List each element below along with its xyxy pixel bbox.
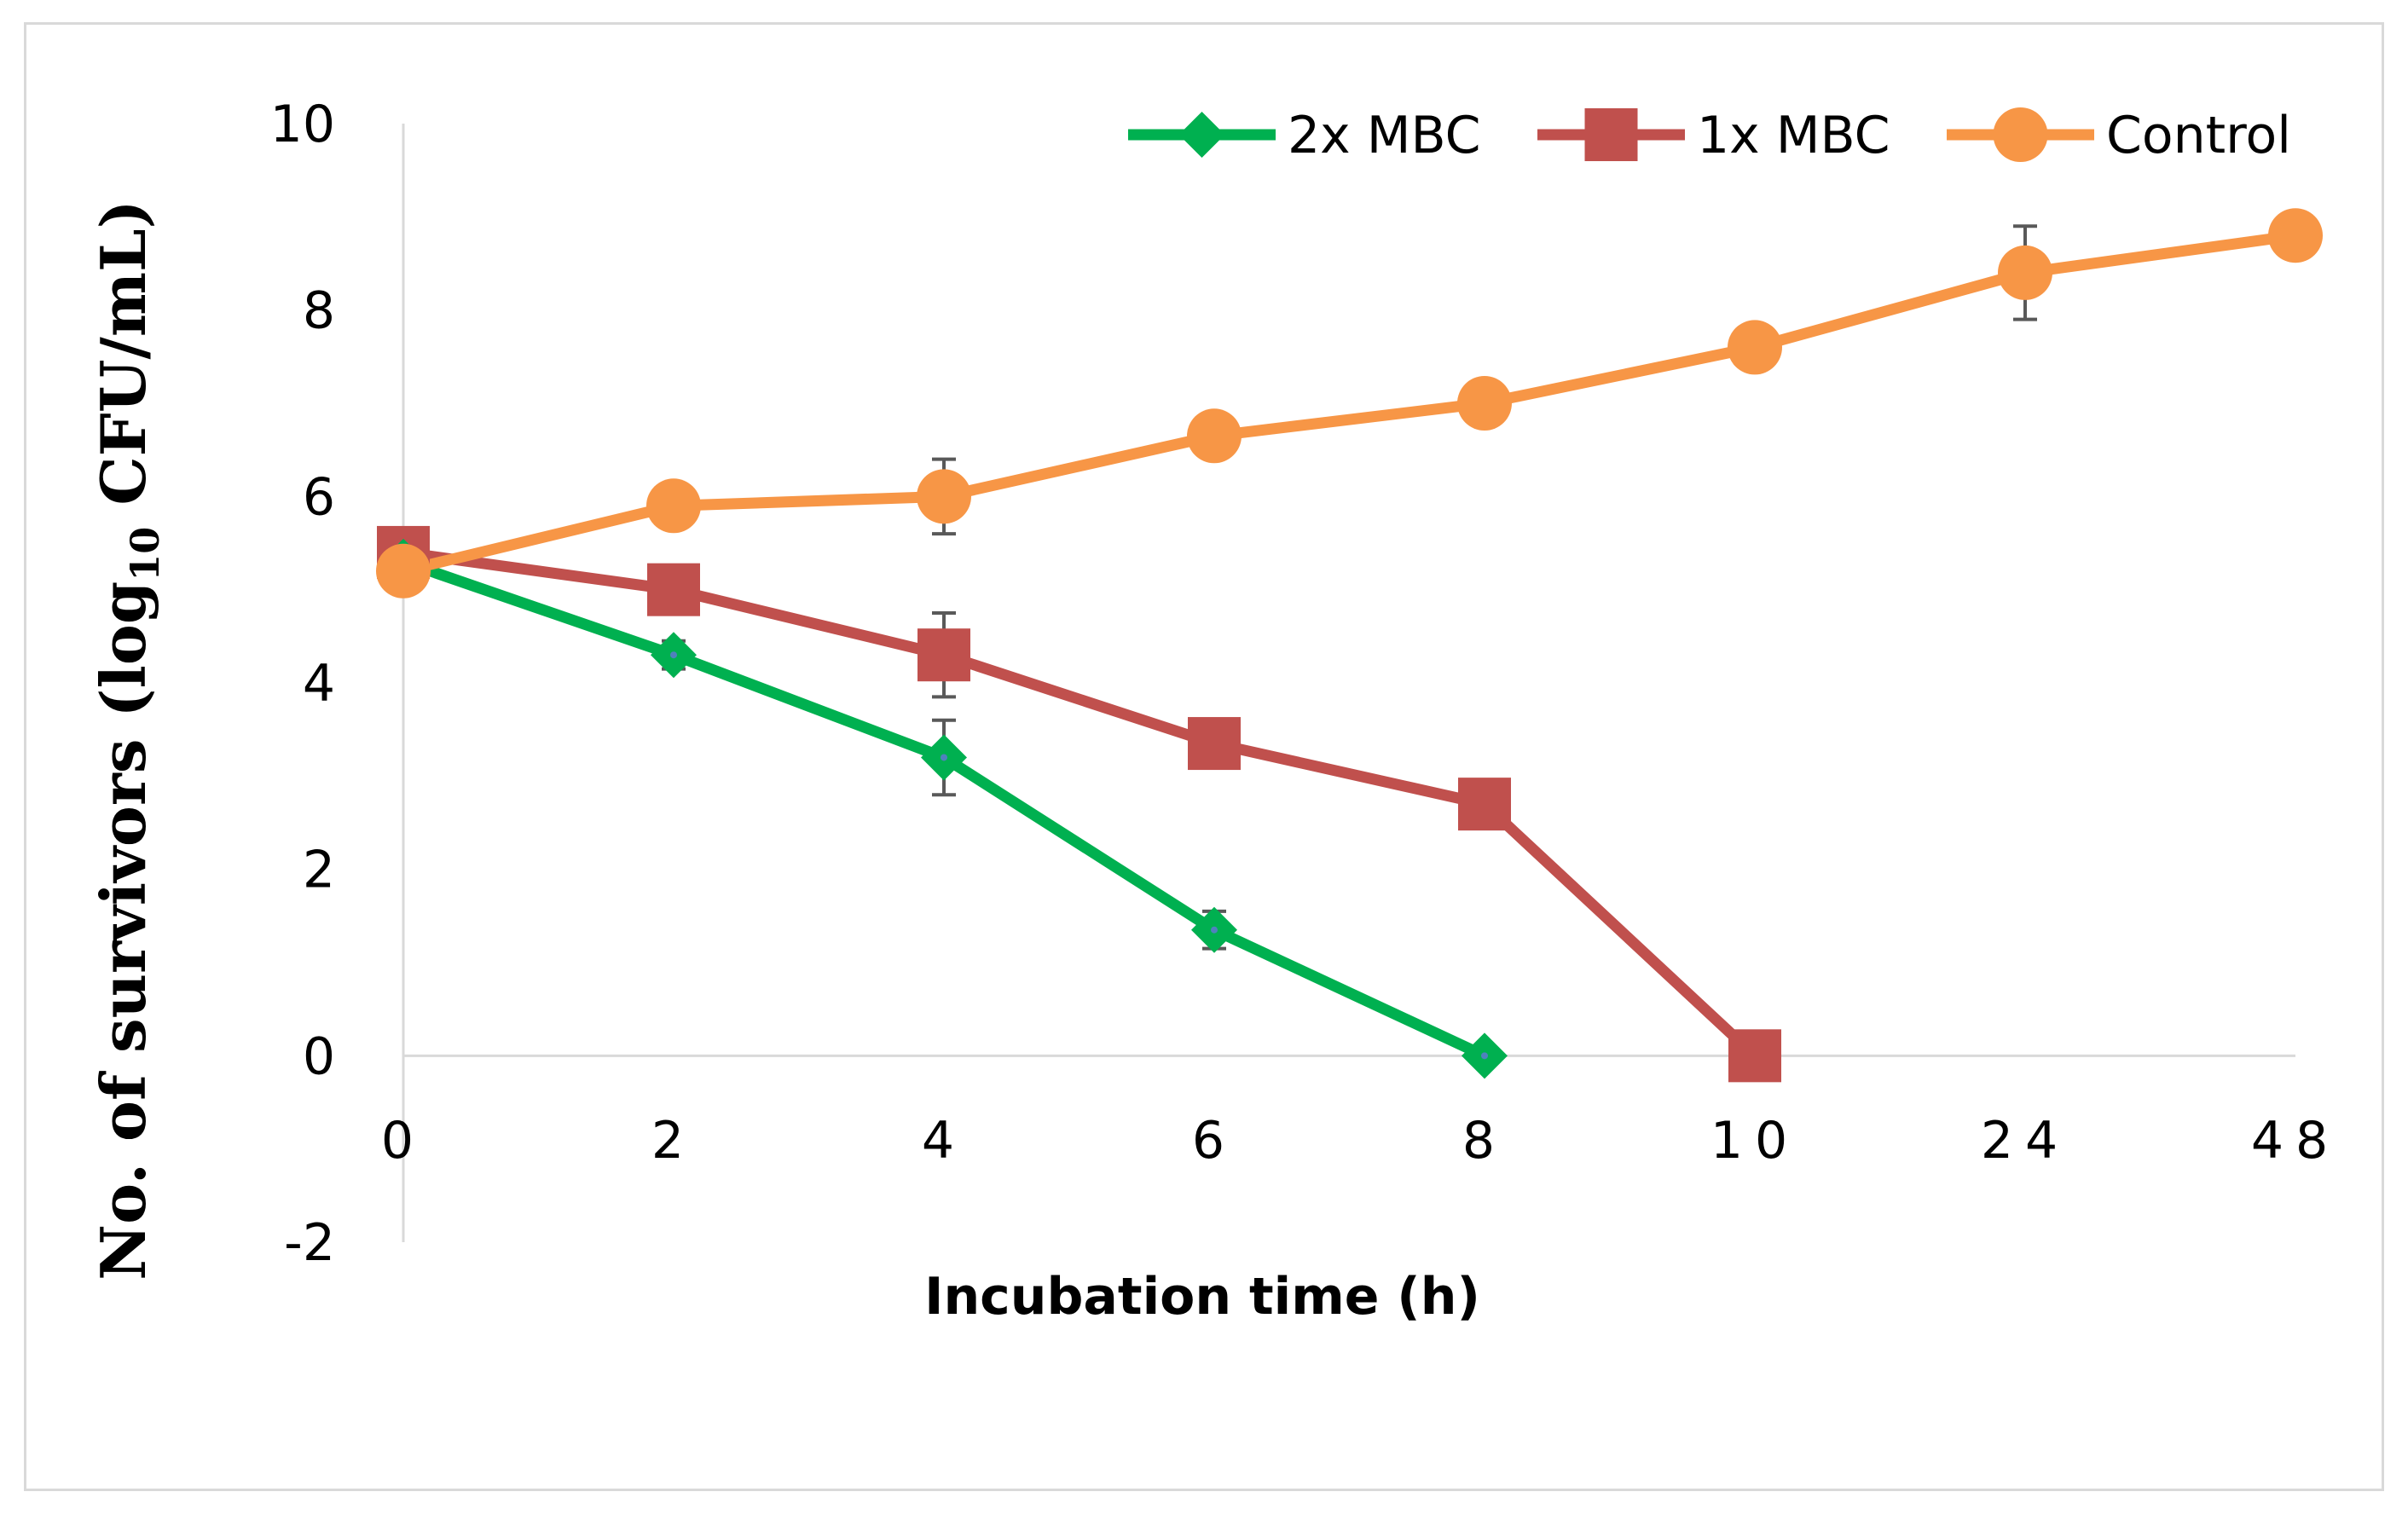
data-point-center [941,754,947,761]
legend-item: 1x MBC [1537,106,1890,165]
x-tick-label: 8 [1462,1111,1507,1171]
data-point-control [646,478,701,534]
x-tick-labels: 0 2 4 6 8 10 24 48 [381,1111,2340,1171]
data-point-1x-mbc [1458,778,1511,831]
y-axis-label-suffix: CFU/mL) [87,199,159,526]
legend-item: 2x MBC [1128,106,1481,165]
data-point-control [1457,376,1512,431]
y-tick-label: 0 [303,1026,335,1086]
legend-marker [1993,107,2048,162]
legend: 2x MBC 1x MBC Control [1128,106,2291,165]
data-point-control [1728,320,1782,375]
data-point-control [2268,208,2323,263]
legend-label: 1x MBC [1697,106,1890,165]
axes-layer [402,124,2295,1242]
y-axis-label-prefix: No. of survivors (log [87,581,159,1281]
data-point-control [376,543,431,598]
data-point-control [1187,408,1242,464]
x-tick-label: 4 [922,1111,966,1171]
data-point-1x-mbc [647,563,700,616]
y-tick-label: 6 [303,467,335,527]
error-bars [662,224,2037,951]
x-axis-label: Incubation time (h) [924,1267,1480,1327]
y-tick-label: 4 [303,654,335,714]
series-markers [376,208,2323,1083]
series-line-1x-mbc [402,546,1759,1061]
x-tick-label: 48 [2251,1111,2340,1171]
data-point-center [1211,926,1218,934]
x-tick-label: 2 [651,1111,696,1171]
data-point-1x-mbc [1728,1029,1781,1083]
data-point-center [1481,1052,1488,1060]
legend-item: Control [1947,106,2291,165]
data-point-control [917,469,971,524]
legend-marker [1584,108,1638,161]
data-point-center [670,651,677,659]
x-tick-label: 0 [381,1111,425,1171]
x-tick-label: 10 [1710,1111,1799,1171]
y-tick-label: 8 [303,281,335,341]
y-axis-label-subscript: 10 [122,527,168,581]
y-tick-label: -2 [284,1213,335,1273]
data-point-1x-mbc [917,628,970,682]
y-tick-label: 2 [303,841,335,900]
x-tick-label: 24 [1981,1111,2069,1171]
y-tick-label: 10 [270,95,335,154]
y-axis-label: No. of survivors (log10 CFU/mL) [87,199,168,1280]
series-line-control [402,229,2296,577]
legend-label: Control [2106,106,2291,165]
data-point-control [1998,245,2052,300]
x-tick-label: 6 [1192,1111,1236,1171]
legend-label: 2x MBC [1288,106,1481,165]
data-point-1x-mbc [1188,717,1241,771]
y-tick-labels: -2 0 2 4 6 8 10 [270,95,335,1273]
legend-marker [1178,112,1225,158]
